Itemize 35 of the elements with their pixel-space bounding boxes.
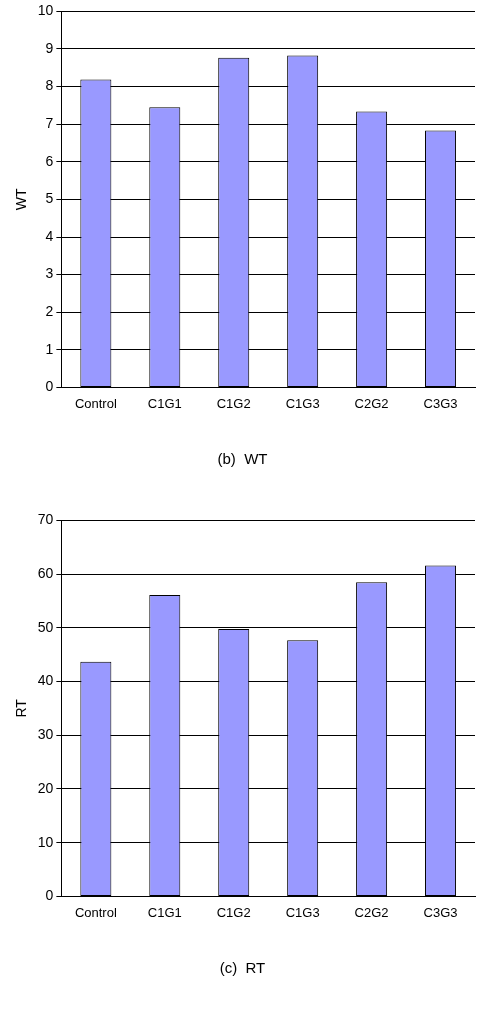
y-tick-label: 0 — [45, 887, 54, 904]
x-tick-label: C1G1 — [147, 395, 182, 411]
y-tick-label: 1 — [45, 340, 54, 357]
y-tick-label: 0 — [45, 378, 54, 395]
y-tick-label: 10 — [37, 2, 54, 19]
y-tick-label: 10 — [37, 833, 54, 850]
y-tick-label: 50 — [37, 618, 54, 635]
text: (b) WT — [217, 450, 268, 468]
x-tick-label: C2G2 — [354, 395, 389, 411]
x-tick-label: C1G2 — [216, 904, 251, 920]
y-tick-label: 5 — [45, 190, 54, 207]
y-tick-label: 4 — [45, 227, 54, 244]
x-tick-label: C1G3 — [285, 904, 320, 920]
x-tick-label: C1G1 — [147, 904, 182, 920]
y-tick-label: 7 — [45, 115, 54, 132]
y-tick-label: 40 — [37, 672, 54, 689]
x-tick-label: C1G3 — [285, 395, 320, 411]
x-tick-label: C2G2 — [354, 904, 389, 920]
x-tick-label: C3G3 — [423, 395, 458, 411]
y-tick-label: 3 — [45, 265, 54, 282]
x-tick-label: Control — [74, 904, 117, 920]
x-tick-label: Control — [74, 395, 117, 411]
text: (c) RT — [219, 959, 266, 977]
y-tick-label: 30 — [37, 726, 54, 743]
y-tick-label: 70 — [37, 511, 54, 528]
y-axis-title: WT — [13, 188, 30, 211]
y-tick-label: 9 — [45, 39, 54, 56]
y-tick-label: 2 — [45, 303, 54, 320]
y-tick-label: 6 — [45, 152, 54, 169]
y-tick-label: 60 — [37, 564, 54, 581]
x-tick-label: C3G3 — [423, 904, 458, 920]
x-tick-label: C1G2 — [216, 395, 251, 411]
y-axis-title: RT — [13, 698, 30, 718]
y-tick-label: 20 — [37, 779, 54, 796]
y-tick-label: 8 — [45, 77, 54, 94]
